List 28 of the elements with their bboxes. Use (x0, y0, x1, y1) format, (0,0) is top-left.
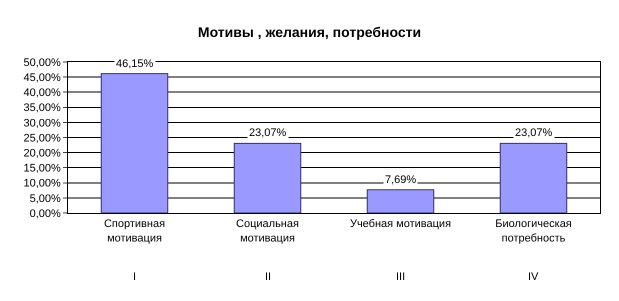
data-label: 7,69% (385, 174, 416, 186)
text: II (265, 271, 272, 283)
y-tick-label: 15,00% (23, 162, 62, 175)
y-tick-label: 10,00% (23, 178, 62, 190)
y-tick-label: 25,00% (23, 132, 62, 144)
bar (234, 142, 302, 213)
bar (500, 142, 568, 213)
text: IV (528, 271, 540, 283)
x-tick-label: Биологическая потребность (495, 218, 572, 244)
data-label: 46,15% (116, 58, 154, 70)
chart-title: Мотивы , желания, потребности (198, 24, 422, 40)
y-tick-label: 0,00% (30, 208, 62, 220)
data-label: 23,07% (515, 127, 553, 139)
x-tick-label: Учебная мотивация (350, 218, 452, 230)
bar (366, 189, 434, 213)
y-tick-label: 30,00% (23, 117, 62, 130)
text: I (133, 271, 136, 283)
y-tick-label: 20,00% (23, 147, 62, 160)
y-tick-label: 40,00% (23, 87, 62, 100)
bar (100, 73, 168, 213)
data-label: 23,07% (249, 127, 287, 139)
text: III (396, 271, 406, 283)
y-tick-label: 35,00% (23, 102, 62, 114)
y-tick-label: 5,00% (30, 192, 62, 205)
x-tick-label: Социальная мотивация (236, 218, 299, 244)
y-tick-label: 50,00% (23, 56, 62, 69)
x-tick-label: Спортивная мотивация (104, 218, 166, 244)
y-tick-label: 45,00% (23, 72, 62, 84)
